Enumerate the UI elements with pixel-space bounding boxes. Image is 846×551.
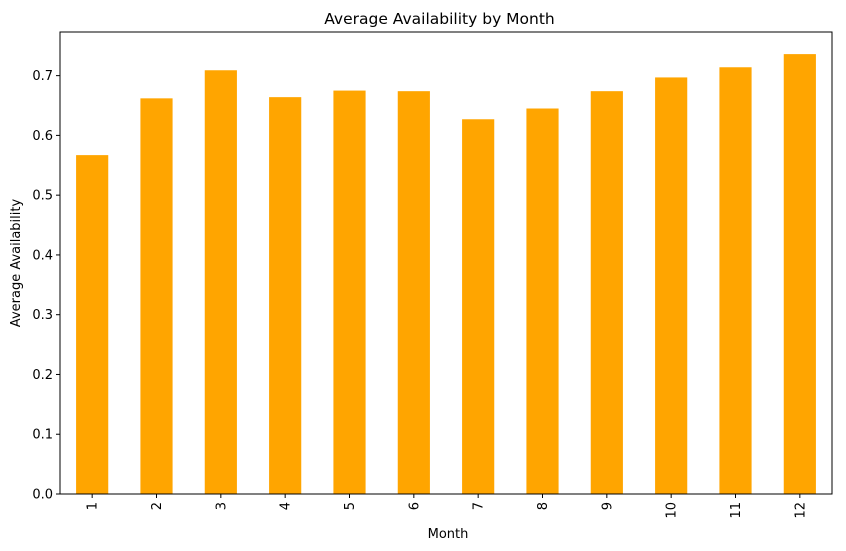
y-axis: 0.0 0.1 0.2 0.3 0.4 0.5 0.6 0.7: [32, 69, 60, 503]
x-tick-label: 3: [214, 502, 229, 510]
x-tick-label: 8: [536, 502, 551, 510]
y-tick-label: 0.1: [32, 428, 53, 443]
bar-month-2: [140, 98, 173, 495]
bar-month-9: [590, 91, 623, 495]
x-tick-label: 5: [343, 502, 358, 510]
x-tick-label: 4: [279, 502, 294, 510]
x-axis-label: Month: [428, 527, 469, 542]
bar-month-7: [462, 119, 495, 495]
bar-month-5: [333, 90, 366, 494]
bar-month-10: [655, 77, 688, 494]
bar-month-1: [76, 155, 109, 495]
y-tick-label: 0.2: [32, 368, 53, 383]
x-tick-label: 6: [407, 502, 422, 510]
y-axis-label: Average Availability: [9, 199, 24, 328]
bar-month-8: [526, 108, 559, 494]
y-tick-label: 0.6: [32, 129, 53, 144]
x-tick-label: 2: [150, 502, 165, 510]
x-tick-label: 12: [793, 502, 808, 519]
bar-month-6: [397, 91, 430, 495]
x-tick-label: 11: [729, 502, 744, 519]
bar-month-4: [269, 97, 302, 495]
bar-month-12: [783, 54, 816, 495]
bar-month-11: [719, 67, 752, 495]
x-tick-label: 9: [600, 502, 615, 510]
y-tick-label: 0.3: [32, 308, 53, 323]
x-axis: 1 2 3 4 5 6 7 8 9 10 11 12: [86, 494, 808, 519]
y-tick-label: 0.0: [32, 488, 53, 503]
x-tick-label: 1: [86, 502, 101, 510]
chart-title: Average Availability by Month: [324, 10, 555, 28]
plot-frame: [59, 31, 833, 495]
x-tick-label: 7: [472, 502, 487, 510]
y-tick-label: 0.7: [32, 69, 53, 84]
bar-month-3: [204, 70, 237, 494]
x-tick-label: 10: [665, 502, 680, 519]
y-tick-label: 0.5: [32, 189, 53, 204]
y-tick-label: 0.4: [32, 248, 53, 263]
bars-group: [76, 54, 816, 495]
